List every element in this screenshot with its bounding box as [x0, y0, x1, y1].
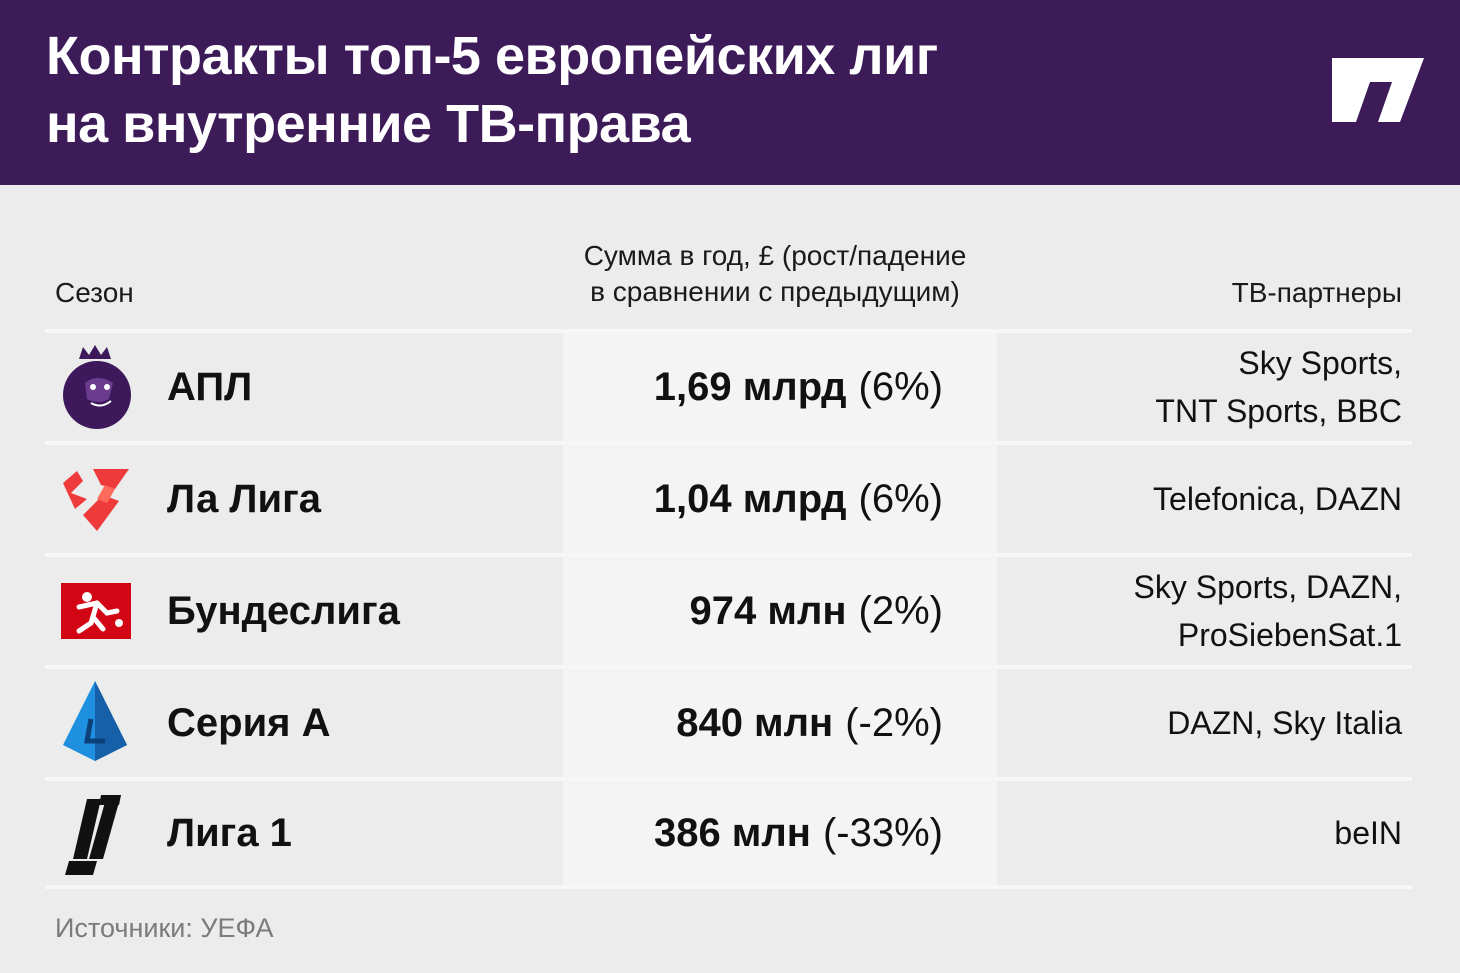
title-line-2: на внутренние ТВ-права	[46, 94, 691, 154]
sum-change: (-33%)	[822, 810, 943, 855]
annual-sum: 1,69 млрд (6%)	[563, 333, 943, 441]
sum-change: (-2%)	[845, 700, 943, 745]
annual-sum: 840 млн (-2%)	[563, 669, 943, 777]
sum-change: (6%)	[858, 364, 943, 409]
league-name: Ла Лига	[167, 476, 321, 521]
header-banner: Контракты топ-5 европейских лиг на внутр…	[0, 0, 1460, 185]
partners-line-1: DAZN, Sky Italia	[1167, 705, 1402, 741]
highlight-cell	[563, 557, 997, 665]
partners-line-2: TNT Sports, BBC	[1155, 393, 1402, 429]
annual-sum: 386 млн (-33%)	[563, 781, 943, 885]
column-header-season: Сезон	[55, 277, 134, 308]
league-table: АПЛ 1,69 млрд (6%) Sky Sports, TNT Sport…	[45, 329, 1412, 889]
title-line-1: Контракты топ-5 европейских лиг	[46, 26, 938, 86]
page-title: Контракты топ-5 европейских лиг на внутр…	[46, 22, 1196, 158]
partners-line-1: Telefonica, DAZN	[1153, 481, 1402, 517]
table-row: Лига 1 386 млн (-33%) beIN	[45, 777, 1412, 889]
tv-partners: DAZN, Sky Italia	[1082, 669, 1402, 777]
partners-line-1: Sky Sports,	[1238, 345, 1402, 381]
tv-partners: Telefonica, DAZN	[1082, 445, 1402, 553]
sum-amount: 840 млн	[676, 700, 834, 745]
tv-partners: beIN	[1082, 781, 1402, 885]
league-name: Серия А	[167, 700, 331, 745]
annual-sum: 1,04 млрд (6%)	[563, 445, 943, 553]
column-header-sum-line-2: в сравнении с предыдущим)	[590, 276, 960, 307]
table-row: АПЛ 1,69 млрд (6%) Sky Sports, TNT Sport…	[45, 329, 1412, 441]
sum-amount: 386 млн	[653, 810, 811, 855]
column-header-partners: ТВ-партнеры	[1231, 277, 1402, 308]
league-name: Бундеслига	[167, 588, 400, 633]
highlight-cell	[563, 333, 997, 441]
table-row: Ла Лига 1,04 млрд (6%) Telefonica, DAZN	[45, 441, 1412, 553]
sum-change: (2%)	[858, 588, 943, 633]
column-header-sum: Сумма в год, £ (рост/падение в сравнении…	[540, 238, 1010, 310]
annual-sum: 974 млн (2%)	[563, 557, 943, 665]
league-name: АПЛ	[167, 364, 253, 409]
sum-change: (6%)	[858, 476, 943, 521]
table-row: Бундеслига 974 млн (2%) Sky Sports, DAZN…	[45, 553, 1412, 665]
highlight-cell	[563, 669, 997, 777]
ligue-1-icon	[65, 795, 121, 875]
source-note: Источники: УЕФА	[55, 913, 274, 943]
partners-line-1: Sky Sports, DAZN,	[1133, 569, 1403, 605]
bundesliga-icon	[61, 583, 131, 639]
column-header-sum-line-1: Сумма в год, £ (рост/падение	[583, 240, 967, 271]
tv-partners: Sky Sports, DAZN, ProSiebenSat.1	[1082, 557, 1403, 665]
tv-partners: Sky Sports, TNT Sports, BBC	[1082, 333, 1402, 441]
league-name: Лига 1	[167, 810, 292, 855]
table-row: Серия А 840 млн (-2%) DAZN, Sky Italia	[45, 665, 1412, 777]
serie-a-icon	[63, 681, 127, 761]
sum-amount: 1,69 млрд	[653, 364, 847, 409]
laliga-icon	[63, 469, 129, 531]
sum-amount: 1,04 млрд	[653, 476, 847, 521]
brand-logo-icon	[1332, 58, 1424, 122]
premier-league-lion-icon	[63, 345, 131, 429]
highlight-cell	[563, 445, 997, 553]
sum-amount: 974 млн	[689, 588, 847, 633]
partners-line-1: beIN	[1334, 815, 1402, 851]
highlight-cell	[563, 781, 997, 885]
partners-line-2: ProSiebenSat.1	[1177, 617, 1402, 653]
